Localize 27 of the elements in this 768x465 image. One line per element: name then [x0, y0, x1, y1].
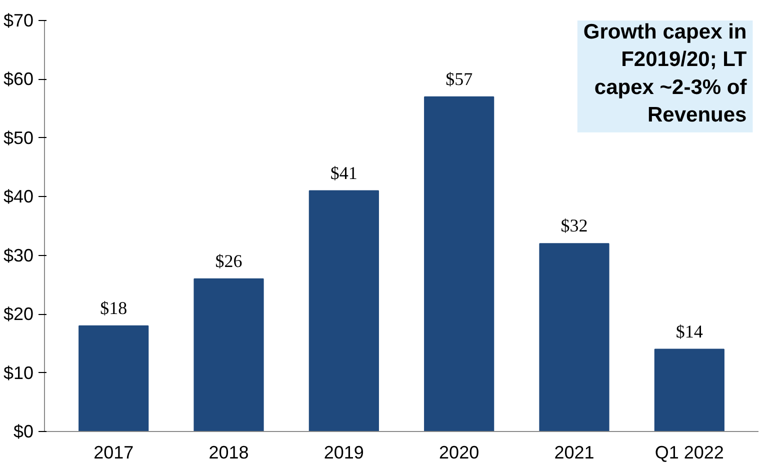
- y-tick-label: $60: [3, 69, 34, 90]
- data-label: $18: [100, 298, 128, 318]
- data-label: $57: [446, 68, 473, 89]
- bar: [78, 325, 149, 432]
- bar: [308, 190, 379, 432]
- x-tick-label: Q1 2022: [654, 442, 724, 462]
- y-tick-label: $0: [13, 422, 34, 442]
- data-label: $26: [215, 250, 242, 271]
- y-tick-label: $30: [3, 245, 34, 266]
- data-label: $32: [560, 216, 588, 236]
- bar: [539, 243, 610, 432]
- bar: [194, 278, 264, 432]
- y-tick-label: $40: [3, 186, 34, 207]
- x-tick-label: 2020: [439, 442, 480, 462]
- y-tick-label: $20: [3, 304, 34, 324]
- annotation: Growth capex in F2019/20; LT capex ~2-3% of Revenues: [583, 20, 748, 126]
- y-tick-label: $10: [3, 362, 34, 383]
- bar: [654, 348, 724, 432]
- x-tick-label: 2017: [94, 442, 134, 462]
- y-tick-label: $70: [3, 10, 34, 30]
- x-tick-label: 2018: [208, 442, 249, 462]
- x-tick-label: 2021: [554, 442, 594, 462]
- bar: [424, 96, 494, 432]
- y-tick-label: $50: [3, 128, 34, 148]
- data-label: $14: [676, 321, 703, 342]
- data-label: $41: [330, 162, 358, 183]
- x-tick-label: 2019: [324, 442, 364, 462]
